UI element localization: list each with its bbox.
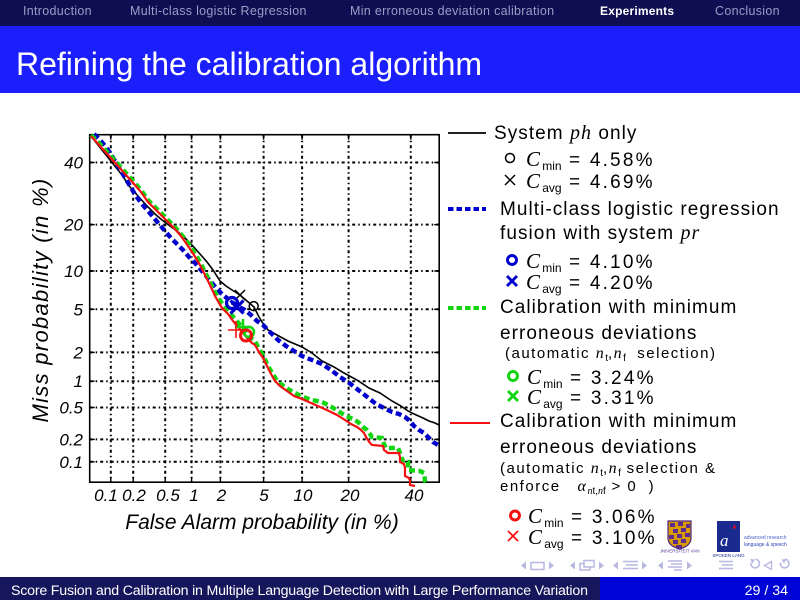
svg-text:0.1: 0.1 xyxy=(94,486,118,505)
svg-text:10: 10 xyxy=(294,486,313,505)
svg-text:1: 1 xyxy=(74,372,83,391)
svg-text:False Alarm probability (in %): False Alarm probability (in %) xyxy=(125,511,398,534)
svg-text:SPOKEN LANG: SPOKEN LANG xyxy=(712,553,745,558)
svg-text:2: 2 xyxy=(73,343,84,362)
svg-text:Miss probability (in %): Miss probability (in %) xyxy=(28,177,53,422)
svg-text:5: 5 xyxy=(74,300,84,319)
svg-text:20: 20 xyxy=(63,216,83,235)
svg-text:10: 10 xyxy=(64,262,83,281)
svg-text:advanced research: advanced research xyxy=(744,535,787,541)
svg-text:1: 1 xyxy=(189,486,198,505)
svg-text:5: 5 xyxy=(259,486,269,505)
svg-text:40: 40 xyxy=(64,154,83,173)
svg-text:0.5: 0.5 xyxy=(59,399,83,418)
svg-text:40: 40 xyxy=(405,486,424,505)
svg-text:0.2: 0.2 xyxy=(122,486,146,505)
svg-text:UNIVERSITEIT VAN: UNIVERSITEIT VAN xyxy=(660,549,700,554)
svg-text:20: 20 xyxy=(340,486,360,505)
svg-text:language & speech: language & speech xyxy=(744,542,787,548)
svg-text:a: a xyxy=(720,531,729,550)
svg-text:0.1: 0.1 xyxy=(59,453,83,472)
svg-text:2: 2 xyxy=(216,486,227,505)
svg-text:0.5: 0.5 xyxy=(156,486,180,505)
svg-text:0.2: 0.2 xyxy=(59,430,83,449)
